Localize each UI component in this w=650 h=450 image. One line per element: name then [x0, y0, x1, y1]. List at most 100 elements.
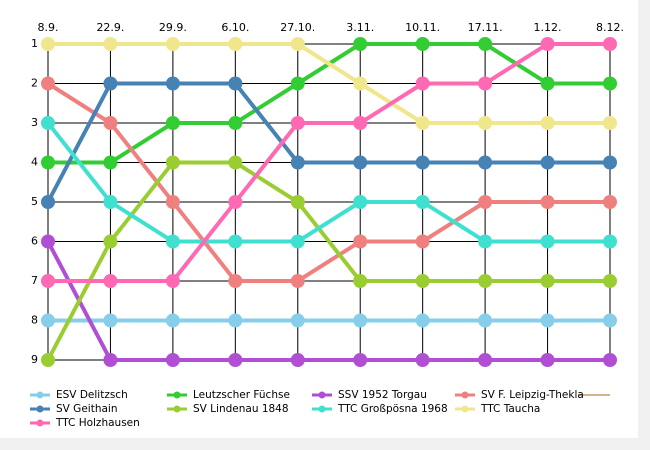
y-tick-label: 4	[31, 156, 38, 169]
point	[478, 313, 493, 328]
point	[165, 116, 180, 130]
point	[103, 234, 118, 249]
point	[290, 155, 305, 170]
point	[228, 37, 243, 51]
x-tick-label: 8.12.	[596, 21, 624, 34]
legend-label: TTC Taucha	[480, 403, 540, 415]
legend-label: SV Lindenau 1848	[193, 403, 289, 415]
point	[290, 353, 305, 367]
point	[603, 353, 617, 367]
point	[165, 155, 180, 170]
point	[41, 155, 55, 170]
point	[603, 274, 617, 288]
x-tick-label: 27.10.	[280, 21, 315, 34]
x-tick-label: 17.11.	[468, 21, 503, 34]
legend-label: Leutzscher Füchse	[193, 389, 290, 401]
y-tick-label: 7	[31, 274, 38, 287]
point	[478, 116, 493, 130]
point	[415, 76, 430, 91]
x-tick-label: 6.10.	[221, 21, 249, 34]
x-tick-label: 8.9.	[38, 21, 59, 34]
legend-marker	[173, 391, 181, 399]
point	[41, 116, 55, 130]
point	[353, 76, 368, 91]
y-tick-label: 9	[31, 353, 38, 366]
y-tick-label: 2	[31, 77, 38, 90]
point	[603, 195, 617, 209]
point	[41, 353, 55, 367]
point	[540, 76, 555, 91]
point	[415, 37, 430, 51]
point	[353, 353, 368, 367]
point	[228, 76, 243, 91]
legend-marker	[173, 405, 181, 413]
point	[103, 155, 118, 170]
point	[353, 37, 368, 51]
series-line	[46, 160, 610, 361]
point	[353, 234, 368, 249]
point	[165, 353, 180, 367]
point	[353, 116, 368, 130]
legend-label: SV Geithain	[56, 403, 117, 415]
point	[540, 313, 555, 328]
point	[228, 195, 243, 209]
legend-marker	[36, 405, 44, 413]
point	[103, 76, 118, 91]
point	[228, 155, 243, 170]
x-tick-label: 10.11.	[405, 21, 440, 34]
point	[353, 274, 368, 288]
point	[603, 76, 617, 91]
point	[603, 234, 617, 249]
point	[228, 313, 243, 328]
legend-marker	[318, 405, 326, 413]
point	[415, 274, 430, 288]
legend-marker	[318, 391, 326, 399]
point	[103, 353, 118, 367]
point	[165, 313, 180, 328]
x-tick-label: 1.12.	[534, 21, 562, 34]
chart-background	[0, 0, 638, 438]
point	[41, 313, 55, 328]
series-line	[48, 42, 610, 125]
point	[540, 353, 555, 367]
point	[415, 234, 430, 249]
point	[478, 195, 493, 209]
y-tick-label: 1	[31, 37, 38, 50]
point	[103, 313, 118, 328]
point	[290, 234, 305, 249]
y-tick-label: 5	[31, 195, 38, 208]
x-tick-label: 29.9.	[159, 21, 187, 34]
legend-marker	[36, 391, 44, 399]
point	[228, 234, 243, 249]
series-line	[48, 42, 610, 283]
legend-label: TTC Holzhausen	[55, 417, 140, 429]
point	[103, 37, 118, 51]
point	[165, 195, 180, 209]
y-tick-label: 3	[31, 116, 38, 129]
point	[353, 195, 368, 209]
point	[603, 155, 617, 170]
series-line	[46, 81, 610, 283]
point	[165, 37, 180, 51]
point	[41, 37, 55, 51]
point	[103, 274, 118, 288]
point	[478, 37, 493, 51]
legend: ESV Delitzsch Leutzscher Füchse SSV 1952 T…	[30, 389, 584, 429]
legend-marker	[36, 419, 44, 427]
point	[540, 274, 555, 288]
point	[415, 195, 430, 209]
point	[41, 195, 55, 209]
point	[603, 37, 617, 51]
legend-label: SV F. Leipzig-Thekla	[481, 389, 584, 401]
point	[540, 195, 555, 209]
series-line	[46, 240, 610, 362]
point	[290, 195, 305, 209]
point	[228, 353, 243, 367]
y-tick-label: 6	[31, 235, 38, 248]
y-tick-label: 8	[31, 314, 38, 327]
point	[290, 116, 305, 130]
point	[41, 76, 55, 91]
legend-label: ESV Delitzsch	[56, 389, 128, 401]
point	[540, 155, 555, 170]
point	[290, 37, 305, 51]
